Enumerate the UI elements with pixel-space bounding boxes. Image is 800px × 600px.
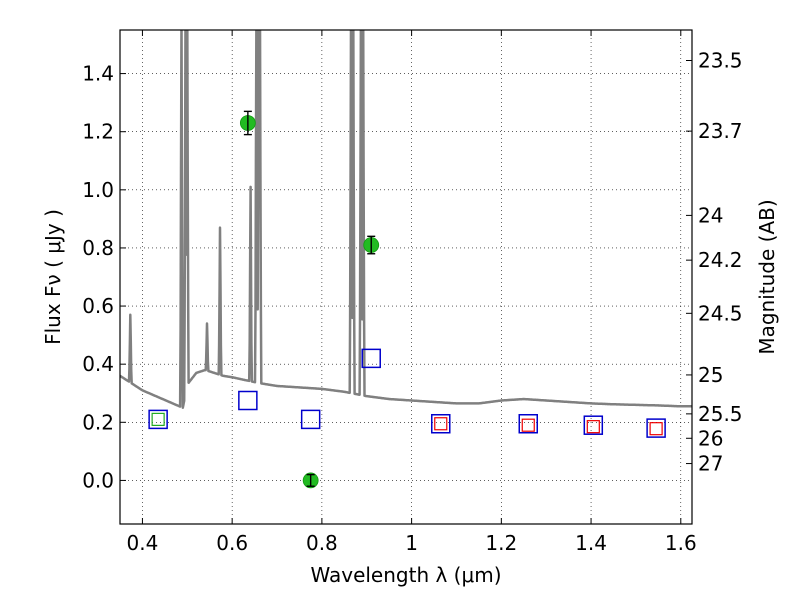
x-tick-label: 0.6: [216, 531, 248, 555]
y2-tick-label: 24.2: [698, 248, 743, 272]
y-tick-label: 1.0: [82, 178, 114, 202]
model-flux-square: [646, 418, 666, 438]
x-tick-label: 0.4: [127, 531, 159, 555]
x-tick-label: 1.4: [575, 531, 607, 555]
model-flux-square: [431, 413, 451, 434]
axis-ticks: 0.4 0.6 0.8 1 1.2 1.4 1.6 0.0 0.2 0.4 0.6 0.8 1.0 1.2…: [82, 30, 743, 555]
y-axis-label: Flux Fν ( μJy ): [41, 209, 65, 345]
y2-tick-label: 26: [698, 426, 723, 450]
y-tick-label: 1.2: [82, 120, 114, 144]
upper-limit-square: [586, 420, 600, 434]
y-tick-label: 1.4: [82, 62, 114, 86]
detection-square: [151, 412, 165, 426]
spectrum-series: [120, 30, 692, 410]
y-tick-label: 0.8: [82, 236, 114, 260]
photometry-markers: [148, 110, 666, 489]
x-tick-label: 1.6: [665, 531, 697, 555]
x-axis-label: Wavelength λ (μm): [310, 563, 501, 587]
y2-tick-label: 23.7: [698, 119, 743, 143]
x-tick-label: 1.2: [485, 531, 517, 555]
grid-lines: [120, 30, 692, 524]
model-flux-square: [238, 390, 258, 411]
upper-limit-square: [649, 422, 663, 436]
model-flux-square: [148, 409, 168, 430]
y2-tick-label: 25.5: [698, 402, 743, 426]
y-tick-label: 0.2: [82, 410, 114, 434]
y-tick-label: 0.6: [82, 294, 114, 318]
y2-tick-label: 27: [698, 452, 723, 476]
y2-axis-label: Magnitude (AB): [755, 199, 779, 354]
y-tick-label: 0.4: [82, 352, 114, 376]
y2-tick-label: 23.5: [698, 49, 743, 73]
x-tick-label: 0.8: [306, 531, 338, 555]
spectrum-line: [120, 30, 692, 410]
upper-limit-square: [521, 418, 535, 432]
model-flux-square: [583, 415, 604, 435]
x-tick-label: 1: [405, 531, 418, 555]
upper-limit-square: [434, 417, 448, 431]
y-tick-label: 0.0: [82, 468, 114, 492]
plot-frame: [119, 29, 693, 525]
model-flux-square: [361, 348, 381, 369]
model-flux-square: [518, 413, 539, 434]
y2-tick-label: 24: [698, 203, 723, 227]
model-flux-square: [300, 409, 321, 430]
y2-tick-label: 25: [698, 363, 723, 387]
y2-tick-label: 24.5: [698, 301, 743, 325]
